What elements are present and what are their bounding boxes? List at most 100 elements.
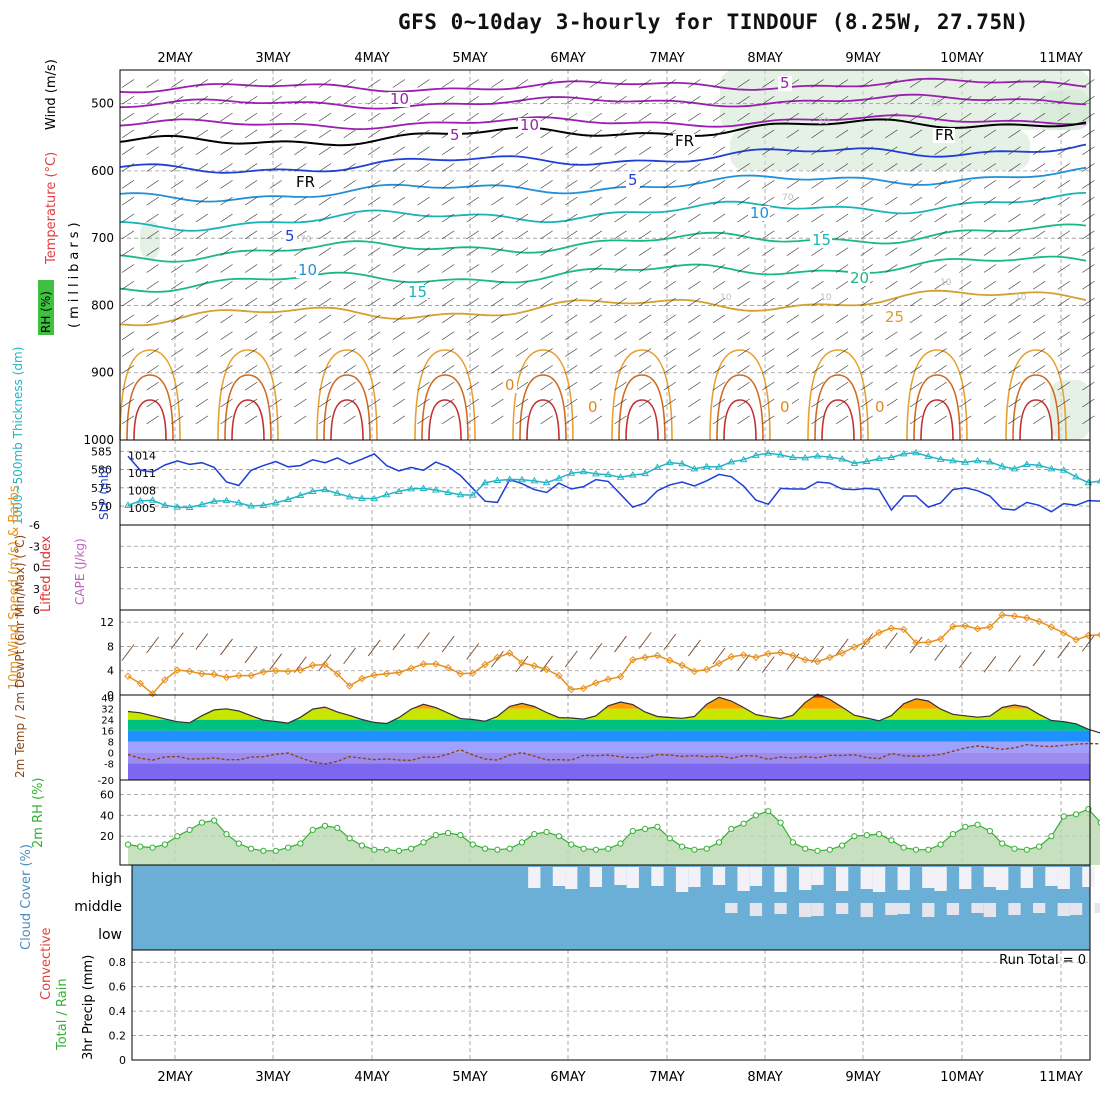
- wind-barb: [146, 281, 159, 290]
- data-point: [789, 839, 797, 846]
- data-point: [912, 448, 920, 456]
- wind-barb: [540, 264, 553, 273]
- contour-label: 10: [520, 116, 539, 134]
- cloud-gap: [737, 867, 750, 891]
- wind-barb: [663, 633, 677, 651]
- data-point: [949, 456, 957, 464]
- wind-barb: [392, 365, 406, 374]
- contour-label: FR: [296, 173, 315, 191]
- wind-barb: [515, 365, 529, 374]
- data-point: [567, 469, 576, 476]
- wind-barb: [762, 398, 775, 408]
- temperature-contour: [323, 374, 371, 441]
- wind-barb: [565, 415, 578, 425]
- wind-barb: [909, 196, 923, 206]
- wind-barb: [491, 331, 504, 340]
- temperature-contour: [906, 349, 968, 441]
- wind-barb: [811, 213, 824, 223]
- data-point: [174, 833, 181, 840]
- wind-barb: [540, 655, 553, 673]
- wind-barb: [614, 314, 627, 324]
- temperature-contour: [119, 223, 1087, 263]
- wind-barb: [885, 264, 898, 273]
- contour-label-bg: [673, 134, 695, 149]
- wind-barb: [171, 297, 184, 307]
- wind-barb: [220, 281, 233, 290]
- cloud-gap: [934, 867, 947, 891]
- cloud-gap: [589, 867, 603, 887]
- wind-barb: [368, 196, 381, 206]
- contour-label: 25: [885, 308, 904, 326]
- wind-barb: [121, 163, 135, 172]
- cloud-gap: [983, 867, 997, 887]
- data-point: [838, 454, 847, 462]
- cloud-gap: [897, 867, 910, 890]
- y-tick-label: 1014: [128, 450, 156, 463]
- wind-barb: [811, 163, 824, 172]
- wind-barb: [565, 314, 578, 324]
- wind-barb: [441, 415, 455, 425]
- cloud-level-label: high: [91, 871, 122, 887]
- wind-barb: [1057, 146, 1070, 155]
- rh-contour-label: 10: [1015, 293, 1027, 303]
- wind-barb: [121, 180, 135, 189]
- data-point: [149, 844, 156, 851]
- data-point: [185, 667, 194, 676]
- contour-label-bg: [848, 271, 870, 286]
- data-point: [222, 673, 231, 682]
- wind-barb: [712, 348, 726, 357]
- series-line: [127, 742, 1100, 765]
- data-point: [641, 653, 649, 662]
- wind-barb: [1032, 331, 1046, 340]
- wind-barb: [1032, 365, 1046, 374]
- wind-barb: [860, 247, 873, 256]
- data-point: [604, 675, 612, 683]
- wind-barb: [589, 365, 603, 374]
- wind-barb: [1057, 281, 1070, 290]
- wind-barb: [121, 381, 135, 391]
- data-point: [900, 844, 907, 851]
- temperature-contour: [611, 349, 673, 441]
- wind-barb: [589, 348, 603, 357]
- wind-barb: [885, 331, 898, 340]
- axis-title: (millibars): [67, 218, 82, 328]
- wind-barb: [737, 415, 750, 425]
- y-tick-label: 12: [100, 616, 114, 629]
- wind-barb: [638, 281, 652, 290]
- wind-barb: [885, 365, 898, 374]
- wind-barb: [614, 163, 627, 172]
- data-point: [482, 845, 489, 852]
- wind-barb: [441, 146, 455, 155]
- wind-barb: [565, 112, 578, 122]
- wind-barb: [220, 247, 233, 256]
- data-point: [506, 845, 513, 852]
- wind-barb: [515, 79, 529, 88]
- wind-barb: [786, 348, 800, 357]
- wind-barb: [146, 146, 159, 155]
- wind-barb: [786, 415, 800, 425]
- wind-barb: [171, 196, 184, 206]
- wind-barb: [121, 230, 135, 240]
- wind-barb: [885, 281, 898, 290]
- x-tick-label-top: 4MAY: [354, 51, 389, 66]
- data-point: [345, 682, 354, 690]
- wind-barb: [835, 247, 849, 256]
- wind-barb: [244, 646, 258, 664]
- wind-barb: [368, 180, 381, 189]
- wind-barb: [171, 314, 184, 324]
- axis-title: Convective: [39, 927, 54, 1000]
- rh-contour-label: 70: [300, 235, 312, 245]
- wind-barb: [589, 129, 603, 139]
- wind-barb: [688, 146, 701, 155]
- wind-barb: [737, 247, 750, 256]
- wind-barb: [220, 415, 233, 425]
- wind-barb: [737, 654, 750, 671]
- data-point: [702, 462, 711, 470]
- temperature-contour: [723, 399, 757, 441]
- data-point: [542, 665, 551, 674]
- wind-barb: [269, 230, 282, 240]
- temperature-contour: [807, 349, 869, 441]
- data-point: [419, 484, 428, 492]
- data-point: [518, 839, 526, 846]
- wind-barb: [294, 297, 307, 307]
